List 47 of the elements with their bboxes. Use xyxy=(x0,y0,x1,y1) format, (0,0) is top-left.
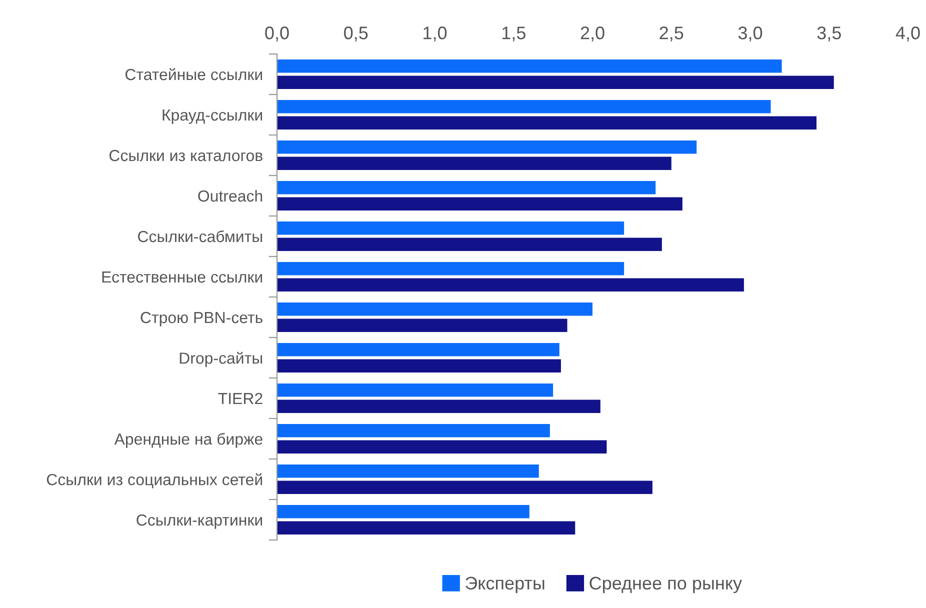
x-tick-label: 0,0 xyxy=(265,26,289,42)
x-tick-label: 3,5 xyxy=(817,26,841,42)
bar xyxy=(277,238,662,251)
bar xyxy=(277,140,697,154)
x-tick-label: 4,0 xyxy=(896,26,920,42)
y-tick-label: Строю PBN-сеть xyxy=(140,312,262,326)
y-tick-label: Естественные ссылки xyxy=(102,272,262,283)
y-tick-label: Ссылки-сабмиты xyxy=(138,230,262,242)
x-tick-label: 0,5 xyxy=(344,26,368,42)
bar xyxy=(277,521,576,534)
bar xyxy=(277,505,530,518)
y-tick-label: Арендные на бирже xyxy=(114,432,262,448)
x-tick-label: 1,5 xyxy=(502,26,526,42)
x-tick-label: 3,0 xyxy=(738,26,762,42)
y-tick-label: Ссылки из социальных сетей xyxy=(46,473,262,488)
y-tick-label: Статейные ссылки xyxy=(125,68,262,80)
bar xyxy=(277,302,592,316)
x-tick-label: 2,0 xyxy=(580,26,604,42)
bar xyxy=(277,76,834,89)
bar xyxy=(277,480,652,494)
bar xyxy=(277,222,624,235)
bar xyxy=(277,400,600,413)
bar xyxy=(277,60,782,73)
bar xyxy=(277,384,554,397)
y-tick-label: Ссылки-картинки xyxy=(136,514,262,529)
x-tick-label: 2,5 xyxy=(660,26,684,42)
x-tick-label: 1,0 xyxy=(424,26,447,42)
bar xyxy=(277,440,607,454)
y-tick-label: Drop-сайты xyxy=(180,352,262,367)
y-tick-label: Outreach xyxy=(198,190,262,202)
bar xyxy=(277,359,561,372)
bar xyxy=(277,318,568,332)
legend-label: Среднее по рынку xyxy=(590,576,742,594)
bar xyxy=(277,156,672,170)
bar xyxy=(277,116,817,130)
bar xyxy=(277,262,624,276)
bar xyxy=(277,343,560,356)
bar xyxy=(277,197,682,210)
y-tick-label: TIER2 xyxy=(218,392,262,404)
bar xyxy=(277,278,744,292)
bar xyxy=(277,181,656,194)
bar xyxy=(277,100,771,114)
bar xyxy=(277,424,550,438)
y-tick-label: Ссылки из каталогов xyxy=(109,150,262,162)
y-tick-label: Крауд-ссылки xyxy=(162,110,262,124)
legend-label: Эксперты xyxy=(466,576,544,594)
bar xyxy=(277,464,539,478)
